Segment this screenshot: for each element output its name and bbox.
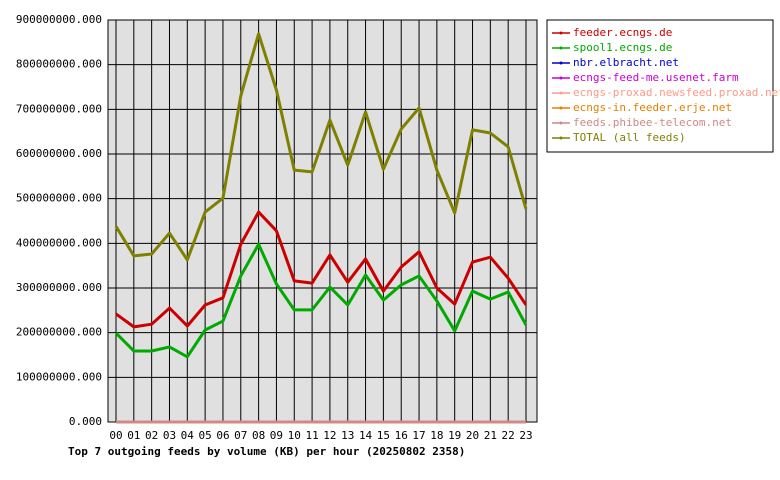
series-line xyxy=(114,32,528,262)
x-tick-label: 19 xyxy=(448,429,461,442)
x-tick-label: 11 xyxy=(305,429,318,442)
legend-label: ecngs-in.feeder.erje.net xyxy=(573,101,732,114)
legend-label: feeder.ecngs.de xyxy=(573,26,672,39)
x-tick-label: 01 xyxy=(127,429,140,442)
y-tick-label: 900000000.000 xyxy=(16,13,102,26)
x-tick-label: 03 xyxy=(163,429,176,442)
chart-title: Top 7 outgoing feeds by volume (KB) per … xyxy=(68,445,465,458)
x-tick-label: 08 xyxy=(252,429,265,442)
legend-label: nbr.elbracht.net xyxy=(573,56,679,69)
x-tick-label: 09 xyxy=(270,429,283,442)
x-tick-label: 06 xyxy=(216,429,229,442)
legend-marker xyxy=(559,61,563,65)
x-tick-label: 16 xyxy=(395,429,408,442)
x-tick-label: 02 xyxy=(145,429,158,442)
y-tick-label: 700000000.000 xyxy=(16,102,102,115)
series-line xyxy=(115,210,528,329)
y-tick-label: 300000000.000 xyxy=(16,281,102,294)
legend-label: feeds.phibee-telecom.net xyxy=(573,116,732,129)
series-line xyxy=(114,242,528,359)
x-tick-label: 00 xyxy=(109,429,122,442)
plot-area xyxy=(107,19,538,423)
y-tick-label: 500000000.000 xyxy=(16,192,102,205)
legend-marker xyxy=(559,46,563,50)
x-tick-label: 20 xyxy=(466,429,479,442)
legend-label: TOTAL (all feeds) xyxy=(573,131,686,144)
y-tick-label: 600000000.000 xyxy=(16,147,102,160)
legend-marker xyxy=(559,106,563,110)
x-tick-label: 13 xyxy=(341,429,354,442)
y-tick-label: 200000000.000 xyxy=(16,326,102,339)
x-tick-label: 05 xyxy=(199,429,212,442)
legend-label: ecngs-feed-me.usenet.farm xyxy=(573,71,739,84)
legend-label: spool1.ecngs.de xyxy=(573,41,672,54)
x-tick-label: 15 xyxy=(377,429,390,442)
y-tick-label: 800000000.000 xyxy=(16,58,102,71)
x-tick-label: 23 xyxy=(519,429,532,442)
legend-marker xyxy=(559,76,563,80)
legend-marker xyxy=(559,136,563,140)
x-tick-label: 14 xyxy=(359,429,373,442)
legend-marker xyxy=(559,121,563,125)
y-tick-label: 0.000 xyxy=(69,415,102,428)
legend-marker xyxy=(559,91,563,95)
x-tick-label: 07 xyxy=(234,429,247,442)
x-tick-label: 10 xyxy=(288,429,301,442)
legend-label: ecngs-proxad.newsfeed.proxad.net xyxy=(573,86,780,99)
y-tick-label: 100000000.000 xyxy=(16,370,102,383)
x-tick-label: 04 xyxy=(181,429,195,442)
x-tick-label: 22 xyxy=(502,429,515,442)
x-tick-label: 18 xyxy=(430,429,443,442)
x-tick-label: 21 xyxy=(484,429,497,442)
y-tick-label: 400000000.000 xyxy=(16,236,102,249)
legend-box xyxy=(546,19,774,153)
x-tick-label: 12 xyxy=(323,429,336,442)
legend-marker xyxy=(559,31,563,35)
x-tick-label: 17 xyxy=(412,429,425,442)
